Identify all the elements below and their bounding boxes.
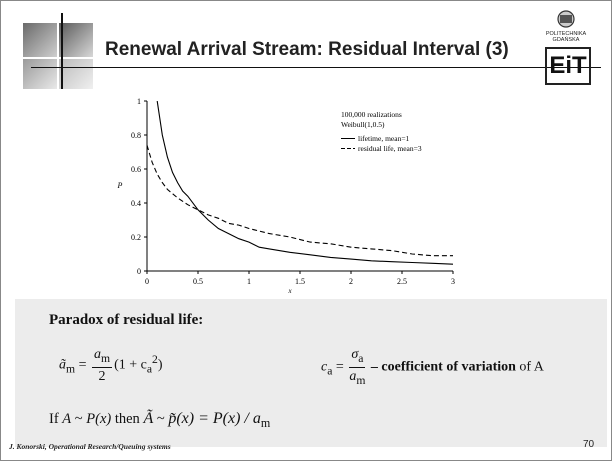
text-area	[15, 299, 607, 447]
y-tick-label: 1	[137, 97, 141, 106]
eq3-then: then	[111, 411, 144, 427]
y-tick-label: 0	[137, 267, 141, 276]
eq1-rest-sup: 2	[152, 352, 158, 366]
eq2-fraction: σa am	[349, 346, 366, 389]
eq3-sub: m	[260, 415, 271, 430]
series-line-1	[156, 101, 453, 265]
section-heading: Paradox of residual life:	[49, 312, 204, 328]
university-logo: POLITECHNIKA GDAŃSKA EiT	[531, 7, 601, 87]
eq2-lhs-sub: a	[327, 364, 333, 378]
eq1-close: )	[157, 357, 163, 373]
eq3-prefix: If	[49, 411, 63, 427]
eq3-atilde: Ã	[143, 410, 154, 427]
eq2-num-sub: a	[358, 351, 364, 365]
y-tick-label: 0.8	[131, 131, 141, 140]
series-line-2	[147, 145, 453, 257]
y-axis-label: P	[117, 181, 123, 190]
chart: 0 0.5 1 1.5 2 2.5 3 0 0.2 0.4 0.6 0.8 1 x P 100,000 rea…	[105, 93, 465, 298]
eq1-lhs: ã	[59, 357, 66, 373]
eq2-bold-text: – coefficient of variation	[367, 359, 516, 375]
equation-mean-residual: ãm = am 2 (1 + ca2)	[59, 346, 163, 385]
eq2-den: a	[349, 368, 357, 384]
eq1-lhs-sub: m	[66, 362, 76, 376]
footer-credit: J. Konorski, Operational Research/Queuin…	[9, 442, 171, 451]
eq2-eq: =	[332, 359, 348, 375]
decor-square-1	[23, 23, 57, 57]
equation-coefficient: ca = σa am – coefficient of variation of…	[321, 346, 544, 389]
eq3-px: P(x)	[86, 411, 112, 427]
x-tick-label: 3	[451, 277, 455, 286]
equation-distribution: If A ~ P(x) then Ã ~ p̃(x) = P(x) / am	[49, 410, 270, 431]
eq1-eq: =	[75, 357, 90, 373]
x-tick-label: 1.5	[295, 277, 305, 286]
decor-hline	[31, 67, 601, 68]
eq2-lhs: c	[321, 359, 328, 375]
eq1-rest: (1 + c	[114, 357, 147, 373]
legend-label: lifetime, mean=1	[358, 134, 410, 143]
x-axis-label: x	[287, 287, 292, 295]
decor-vline	[61, 13, 63, 91]
x-tick-label: 0.5	[193, 277, 203, 286]
x-tick-label: 2.5	[397, 277, 407, 286]
eq2-num: σ	[351, 347, 359, 362]
decor-square-2	[59, 23, 93, 57]
chart-annotation: 100,000 realizations	[341, 110, 402, 119]
x-tick-label: 1	[247, 277, 251, 286]
decor-square-4	[59, 59, 93, 93]
chart-annotation: Weibull(1,0.5)	[341, 120, 385, 129]
decor-square-3	[23, 59, 57, 93]
eq1-rest-sub: a	[146, 362, 153, 376]
eq1-fraction: am 2	[91, 346, 113, 385]
eq3-a: A	[62, 411, 72, 427]
eq1-den: 2	[98, 368, 106, 384]
chart-area	[15, 89, 607, 299]
x-tick-label: 0	[145, 277, 149, 286]
logo-text: POLITECHNIKA GDAŃSKA	[545, 31, 587, 43]
x-tick-label: 2	[349, 277, 353, 286]
eq2-den-sub: m	[356, 373, 366, 387]
eq1-num-sub: m	[100, 351, 111, 365]
eq2-tail: of A	[515, 359, 544, 375]
y-tick-label: 0.2	[131, 233, 141, 242]
slide-title: Renewal Arrival Stream: Residual Interva…	[105, 39, 509, 60]
eq3-sim2: ~	[153, 411, 169, 427]
y-tick-label: 0.6	[131, 165, 141, 174]
chart-svg: 0 0.5 1 1.5 2 2.5 3 0 0.2 0.4 0.6 0.8 1 x P 100,000 rea…	[117, 97, 455, 295]
page-number: 70	[583, 439, 595, 450]
y-tick-label: 0.4	[131, 199, 141, 208]
eq3-ptilde: p̃(x) = P(x) / a	[168, 410, 261, 427]
eq1-num: a	[93, 347, 101, 362]
eq3-sim1: ~	[71, 411, 87, 427]
legend-label: residual life, mean=3	[358, 144, 422, 153]
logo-mark: EiT	[545, 47, 591, 85]
